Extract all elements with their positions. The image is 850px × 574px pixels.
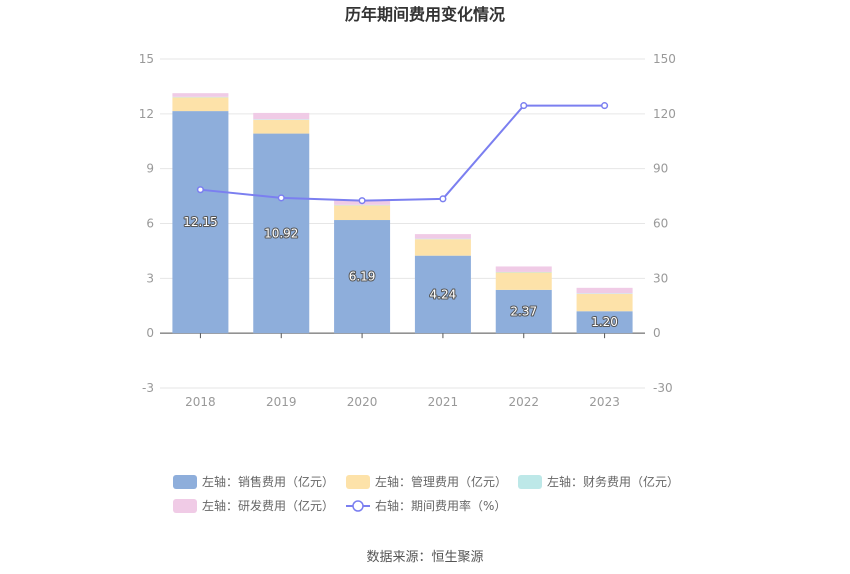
bar-data-label: 1.20 [591, 315, 618, 329]
legend-swatch [173, 499, 197, 513]
right-tick-label: 90 [653, 162, 668, 176]
bar-segment [414, 238, 471, 240]
source-note: 数据来源：恒生聚源 [366, 550, 483, 565]
left-tick-label: 0 [146, 326, 154, 340]
rate-point [358, 197, 366, 205]
legend-swatch [173, 475, 197, 489]
legend-swatch [518, 475, 542, 489]
right-tick-label: 30 [653, 271, 668, 285]
left-tick-label: 15 [139, 52, 154, 66]
x-tick-label: 2022 [508, 395, 539, 409]
bar-segment [253, 119, 310, 120]
x-tick-label: 2019 [266, 395, 297, 409]
legend-swatch-point [352, 500, 364, 512]
left-tick-label: -3 [142, 381, 154, 395]
bar-segment [495, 289, 552, 334]
legend-label: 左轴：财务费用（亿元） [547, 474, 679, 489]
bar-segment [414, 234, 471, 239]
left-tick-label: 6 [146, 217, 154, 231]
bar-segment [253, 112, 310, 120]
bars [172, 93, 633, 334]
bar-segment [334, 204, 391, 206]
left-tick-label: 12 [139, 107, 154, 121]
chart-title: 历年期间费用变化情况 [345, 5, 505, 24]
x-tick-label: 2021 [428, 395, 459, 409]
legend-swatch [346, 475, 370, 489]
x-tick-label: 2020 [347, 395, 378, 409]
rate-line-path [200, 104, 605, 202]
bar-segment [495, 266, 552, 272]
bar-segment [414, 255, 471, 334]
bar-segment [172, 93, 229, 97]
bar-segment [172, 97, 229, 112]
rate-point [196, 186, 204, 194]
bar-data-label: 10.92 [264, 226, 298, 240]
bar-segment [253, 133, 310, 334]
bar-segment [334, 205, 391, 221]
rate-point [601, 102, 609, 110]
legend-label: 右轴：期间费用率（%） [375, 498, 506, 513]
rate-point [277, 194, 285, 202]
right-tick-label: 0 [653, 326, 661, 340]
bar-segment [172, 111, 229, 334]
x-tick-label: 2018 [185, 395, 216, 409]
grid [160, 58, 645, 389]
right-tick-label: 150 [653, 52, 676, 66]
legend-label: 左轴：管理费用（亿元） [375, 474, 507, 489]
legend: 左轴：销售费用（亿元） 左轴：管理费用（亿元） 左轴：财务费用（亿元） 左轴：研发费用… [173, 474, 679, 513]
bar-segment [172, 96, 229, 98]
x-tick-label: 2023 [589, 395, 620, 409]
rate-line [196, 102, 609, 205]
bar-segment [334, 220, 391, 334]
bar-segment [576, 287, 633, 294]
bar-segment [414, 239, 471, 256]
rate-point [520, 102, 528, 110]
bar-data-label: 4.24 [430, 287, 457, 301]
legend-label: 左轴：销售费用（亿元） [202, 474, 334, 489]
bar-data-label: 6.19 [349, 270, 376, 284]
bar-segment [576, 293, 633, 312]
right-tick-label: 60 [653, 217, 668, 231]
bar-labels: 12.15 10.92 6.19 4.24 2.37 1.20 [182, 214, 619, 330]
left-tick-label: 3 [146, 271, 154, 285]
bar-data-label: 2.37 [510, 305, 537, 319]
right-tick-label: -30 [653, 381, 673, 395]
bar-segment [495, 272, 552, 290]
rate-point [439, 195, 447, 203]
bar-data-label: 12.15 [183, 215, 217, 229]
bar-segment [576, 311, 633, 334]
left-tick-label: 9 [146, 162, 154, 176]
legend-label: 左轴：研发费用（亿元） [202, 498, 334, 513]
bar-segment [495, 271, 552, 273]
right-tick-label: 120 [653, 107, 676, 121]
bar-segment [253, 119, 310, 134]
bar-segment [576, 293, 633, 294]
